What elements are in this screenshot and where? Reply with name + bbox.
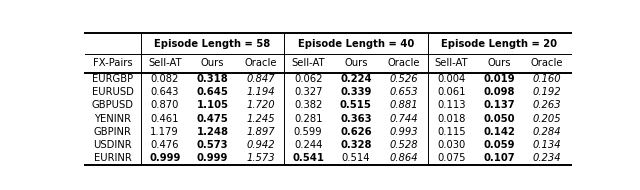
- Text: FX-Pairs: FX-Pairs: [93, 58, 132, 68]
- Text: 1.248: 1.248: [196, 127, 228, 137]
- Text: 0.234: 0.234: [533, 153, 561, 163]
- Text: 0.514: 0.514: [342, 153, 370, 163]
- Text: 0.328: 0.328: [340, 140, 372, 150]
- Text: 0.999: 0.999: [149, 153, 180, 163]
- Text: 0.327: 0.327: [294, 87, 323, 97]
- Text: 0.744: 0.744: [389, 114, 418, 124]
- Text: 0.599: 0.599: [294, 127, 323, 137]
- Text: 0.881: 0.881: [389, 101, 418, 110]
- Text: 0.061: 0.061: [437, 87, 466, 97]
- Text: 1.720: 1.720: [246, 101, 275, 110]
- Text: 0.113: 0.113: [437, 101, 466, 110]
- Text: 0.573: 0.573: [196, 140, 228, 150]
- Text: 1.245: 1.245: [246, 114, 275, 124]
- Text: 0.864: 0.864: [389, 153, 418, 163]
- Text: 0.281: 0.281: [294, 114, 323, 124]
- Text: 0.515: 0.515: [340, 101, 372, 110]
- Text: YENINR: YENINR: [94, 114, 131, 124]
- Text: Ours: Ours: [488, 58, 511, 68]
- Text: 0.030: 0.030: [437, 140, 466, 150]
- Text: Episode Length = 58: Episode Length = 58: [154, 39, 271, 49]
- Text: Episode Length = 20: Episode Length = 20: [442, 39, 557, 49]
- Text: 0.645: 0.645: [196, 87, 228, 97]
- Text: 0.004: 0.004: [437, 74, 466, 84]
- Text: 0.115: 0.115: [437, 127, 466, 137]
- Text: 0.318: 0.318: [196, 74, 228, 84]
- Text: 0.475: 0.475: [196, 114, 228, 124]
- Text: 1.897: 1.897: [246, 127, 275, 137]
- Text: 1.179: 1.179: [150, 127, 179, 137]
- Text: 0.847: 0.847: [246, 74, 275, 84]
- Text: 0.205: 0.205: [533, 114, 561, 124]
- Text: 0.526: 0.526: [389, 74, 418, 84]
- Text: Sell-AT: Sell-AT: [148, 58, 182, 68]
- Text: 0.098: 0.098: [484, 87, 515, 97]
- Text: 0.993: 0.993: [389, 127, 418, 137]
- Text: 1.105: 1.105: [196, 101, 228, 110]
- Text: Oracle: Oracle: [387, 58, 420, 68]
- Text: 0.284: 0.284: [533, 127, 561, 137]
- Text: 0.653: 0.653: [389, 87, 418, 97]
- Text: 0.059: 0.059: [484, 140, 515, 150]
- Text: Ours: Ours: [201, 58, 224, 68]
- Text: 0.476: 0.476: [150, 140, 179, 150]
- Text: 0.192: 0.192: [533, 87, 561, 97]
- Text: 0.142: 0.142: [483, 127, 515, 137]
- Text: Sell-AT: Sell-AT: [435, 58, 468, 68]
- Text: 0.643: 0.643: [150, 87, 179, 97]
- Text: 0.050: 0.050: [484, 114, 515, 124]
- Text: 0.224: 0.224: [340, 74, 372, 84]
- Text: 0.942: 0.942: [246, 140, 275, 150]
- Text: 0.075: 0.075: [437, 153, 466, 163]
- Text: 0.870: 0.870: [150, 101, 179, 110]
- Text: 1.194: 1.194: [246, 87, 275, 97]
- Text: 0.137: 0.137: [484, 101, 515, 110]
- Text: GBPINR: GBPINR: [94, 127, 132, 137]
- Text: 0.018: 0.018: [437, 114, 466, 124]
- Text: EURINR: EURINR: [94, 153, 132, 163]
- Text: 0.134: 0.134: [533, 140, 561, 150]
- Text: 0.263: 0.263: [533, 101, 561, 110]
- Text: 0.244: 0.244: [294, 140, 323, 150]
- Text: 0.082: 0.082: [150, 74, 179, 84]
- Text: 0.382: 0.382: [294, 101, 323, 110]
- Text: EURUSD: EURUSD: [92, 87, 134, 97]
- Text: 0.461: 0.461: [150, 114, 179, 124]
- Text: USDINR: USDINR: [93, 140, 132, 150]
- Text: 0.062: 0.062: [294, 74, 323, 84]
- Text: 0.107: 0.107: [484, 153, 515, 163]
- Text: 0.528: 0.528: [389, 140, 418, 150]
- Text: Episode Length = 40: Episode Length = 40: [298, 39, 414, 49]
- Text: 0.626: 0.626: [340, 127, 372, 137]
- Text: 0.339: 0.339: [340, 87, 372, 97]
- Text: Ours: Ours: [344, 58, 368, 68]
- Text: 0.019: 0.019: [484, 74, 515, 84]
- Text: Oracle: Oracle: [531, 58, 563, 68]
- Text: EURGBP: EURGBP: [92, 74, 134, 84]
- Text: Oracle: Oracle: [244, 58, 276, 68]
- Text: 0.541: 0.541: [292, 153, 324, 163]
- Text: Sell-AT: Sell-AT: [291, 58, 325, 68]
- Text: 0.999: 0.999: [197, 153, 228, 163]
- Text: 0.160: 0.160: [533, 74, 561, 84]
- Text: 0.363: 0.363: [340, 114, 372, 124]
- Text: 1.573: 1.573: [246, 153, 275, 163]
- Text: GBPUSD: GBPUSD: [92, 101, 134, 110]
